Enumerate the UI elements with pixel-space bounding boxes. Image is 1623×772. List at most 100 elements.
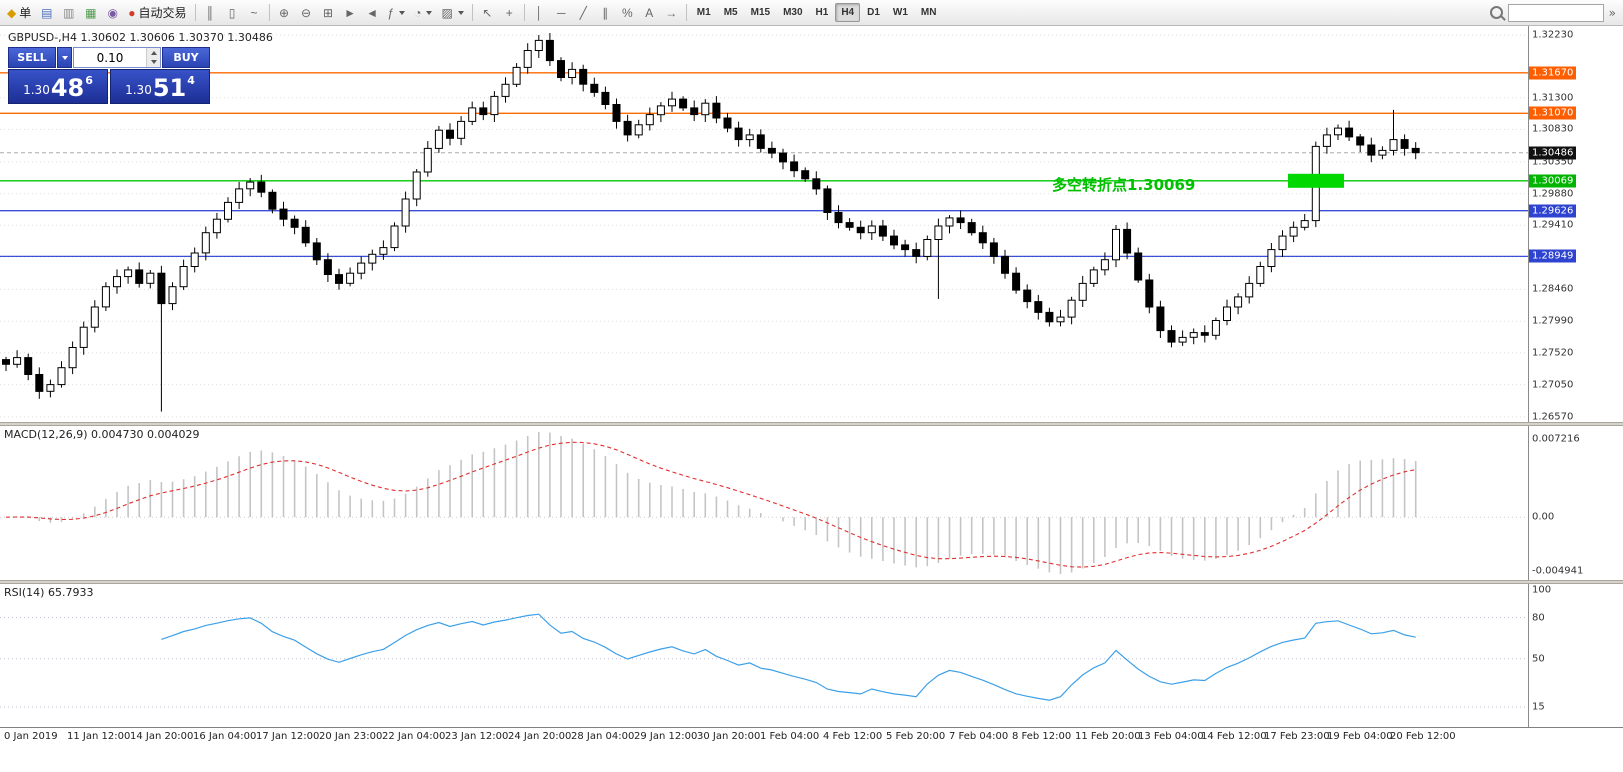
fibonacci-button[interactable]: %	[617, 2, 638, 23]
autotrading-button[interactable]: ● 自动交易	[124, 2, 190, 23]
price-axis-label: 1.32230	[1532, 29, 1574, 41]
price-axis[interactable]: 1.32230 1.31300 1.30830 1.30350 1.29880 1.294…	[1528, 26, 1623, 422]
time-axis-label: 5 Feb 20:00	[886, 731, 946, 742]
price-chart[interactable]	[0, 26, 1528, 422]
price-axis-label: 1.26570	[1532, 411, 1574, 423]
strategy-tester-button[interactable]: ◉	[102, 2, 123, 23]
time-axis-label: 23 Jan 12:00	[445, 731, 509, 742]
terminal-button[interactable]: ▦	[80, 2, 101, 23]
rsi-pane[interactable]: RSI(14) 65.7933 100 80 50 15	[0, 584, 1623, 727]
horizontal-line-button[interactable]: ─	[551, 2, 572, 23]
periods-icon: ◔	[414, 5, 422, 20]
periods-button[interactable]: ◔	[410, 2, 436, 23]
cursor-button[interactable]: ↖	[477, 2, 498, 23]
time-axis-label: 17 Jan 12:00	[256, 731, 320, 742]
timeframe-h1-button[interactable]: H1	[810, 3, 835, 22]
price-chart-pane[interactable]: GBPUSD-,H4 1.30602 1.30606 1.30370 1.304…	[0, 26, 1623, 422]
price-axis-label: 1.27990	[1532, 315, 1574, 327]
channel-button[interactable]: ∥	[595, 2, 616, 23]
pivot-annotation-text: 多空转折点1.30069	[1052, 176, 1196, 194]
buy-button[interactable]: BUY	[162, 47, 210, 68]
volume-down-button[interactable]	[147, 57, 160, 67]
sell-price-prefix: 1.30	[23, 83, 50, 97]
price-tag: 1.30069	[1529, 174, 1577, 188]
pane-divider[interactable]	[0, 422, 1623, 426]
time-axis-label: 30 Jan 20:00	[697, 731, 761, 742]
time-axis-label: 20 Jan 23:00	[319, 731, 383, 742]
price-tag: 1.31670	[1529, 66, 1577, 80]
trade-panel-prices: 1.30 48 6 1.30 51 4	[8, 69, 210, 104]
tile-windows-button[interactable]: ⊞	[318, 2, 339, 23]
new-order-icon: ◆	[7, 5, 17, 20]
line-chart-mode-button[interactable]: ~	[244, 2, 265, 23]
horizontal-line-icon: ─	[557, 5, 566, 20]
price-axis-label: 1.31300	[1532, 92, 1574, 104]
timeframe-mn-button[interactable]: MN	[915, 3, 943, 22]
timeframe-m15-button[interactable]: M15	[745, 3, 776, 22]
timeframe-m5-button[interactable]: M5	[718, 3, 744, 22]
crosshair-button[interactable]: +	[499, 2, 520, 23]
rsi-axis[interactable]: 100 80 50 15	[1528, 584, 1623, 727]
toolbar-search-area: »	[1489, 3, 1620, 22]
macd-label: MACD(12,26,9) 0.004730 0.004029	[4, 428, 200, 441]
timeframe-h4-button[interactable]: H4	[835, 3, 861, 22]
timeframe-w1-button[interactable]: W1	[887, 3, 914, 22]
macd-chart[interactable]	[0, 426, 1528, 580]
volume-dropdown-button[interactable]	[57, 47, 72, 68]
trendline-button[interactable]: ╱	[573, 2, 594, 23]
text-button[interactable]: A	[639, 2, 660, 23]
dropdown-caret-icon	[61, 55, 68, 60]
macd-signal-value: 0.004029	[147, 428, 200, 441]
buy-price-box[interactable]: 1.30 51 4	[110, 69, 210, 104]
chart-shift-button[interactable]: ◄	[362, 2, 383, 23]
rsi-axis-label: 50	[1532, 653, 1545, 665]
buy-price-big: 51	[152, 74, 187, 102]
time-axis-label: 4 Feb 12:00	[823, 731, 883, 742]
navigator-button[interactable]: ▥	[58, 2, 79, 23]
buy-price-sup: 4	[187, 74, 195, 87]
macd-axis[interactable]: 0.007216 0.00 -0.004941	[1528, 426, 1623, 580]
rsi-value: 65.7933	[47, 586, 94, 599]
terminal-icon: ▦	[85, 5, 97, 20]
zoom-in-button[interactable]: ⊕	[274, 2, 295, 23]
chart-ohlc-label: GBPUSD-,H4 1.30602 1.30606 1.30370 1.304…	[8, 31, 273, 44]
timeframe-m30-button[interactable]: M30	[777, 3, 808, 22]
auto-scroll-button[interactable]: ►	[340, 2, 361, 23]
rsi-chart[interactable]	[0, 584, 1528, 727]
rsi-axis-label: 80	[1532, 612, 1545, 624]
macd-pane[interactable]: MACD(12,26,9) 0.004730 0.004029 0.007216…	[0, 426, 1623, 580]
toolbar: ◆ 单 ▤ ▥ ▦ ◉ ● 自动交易 ║ ▯ ~ ⊕ ⊖ ⊞ ► ◄ ƒ ◔ ▨ ↖ + │ ─ ╱ ∥% A → M1 M5 M15 M3…	[0, 0, 1623, 26]
timeframe-m1-button[interactable]: M1	[691, 3, 717, 22]
templates-button[interactable]: ▨	[437, 2, 467, 23]
vertical-line-button[interactable]: │	[529, 2, 550, 23]
fibonacci-icon: %	[621, 5, 633, 20]
sell-price-box[interactable]: 1.30 48 6	[8, 69, 108, 104]
templates-icon: ▨	[441, 5, 453, 20]
market-watch-icon: ▤	[41, 5, 53, 20]
search-input[interactable]	[1507, 3, 1604, 22]
volume-input[interactable]	[74, 48, 146, 67]
new-order-button[interactable]: ◆ 单	[3, 2, 35, 23]
time-axis-label: 11 Feb 20:00	[1075, 731, 1141, 742]
macd-main-value: 0.004730	[91, 428, 144, 441]
volume-up-button[interactable]	[147, 48, 160, 58]
indicators-button[interactable]: ƒ	[384, 2, 410, 23]
zoom-out-button[interactable]: ⊖	[296, 2, 317, 23]
rsi-axis-label: 15	[1532, 701, 1545, 713]
chart-symbol: GBPUSD-,H4	[8, 31, 77, 44]
arrows-button[interactable]: →	[661, 2, 682, 23]
timeframe-d1-button[interactable]: D1	[861, 3, 886, 22]
zoom-in-icon: ⊕	[278, 5, 290, 20]
bar-chart-mode-button[interactable]: ║	[200, 2, 221, 23]
pane-divider[interactable]	[0, 580, 1623, 584]
macd-axis-label: -0.004941	[1532, 565, 1584, 577]
bar-chart-mode-icon: ║	[205, 5, 215, 20]
sell-button[interactable]: SELL	[8, 47, 56, 68]
time-axis[interactable]: 0 Jan 2019 11 Jan 12:00 14 Jan 20:00 16 Jan…	[0, 727, 1623, 745]
candlestick-mode-icon: ▯	[228, 5, 236, 20]
market-watch-button[interactable]: ▤	[36, 2, 57, 23]
candlestick-mode-button[interactable]: ▯	[222, 2, 243, 23]
toolbar-overflow-icon[interactable]: »	[1608, 5, 1616, 20]
price-axis-label: 1.27050	[1532, 379, 1574, 391]
arrows-icon: →	[665, 5, 678, 20]
